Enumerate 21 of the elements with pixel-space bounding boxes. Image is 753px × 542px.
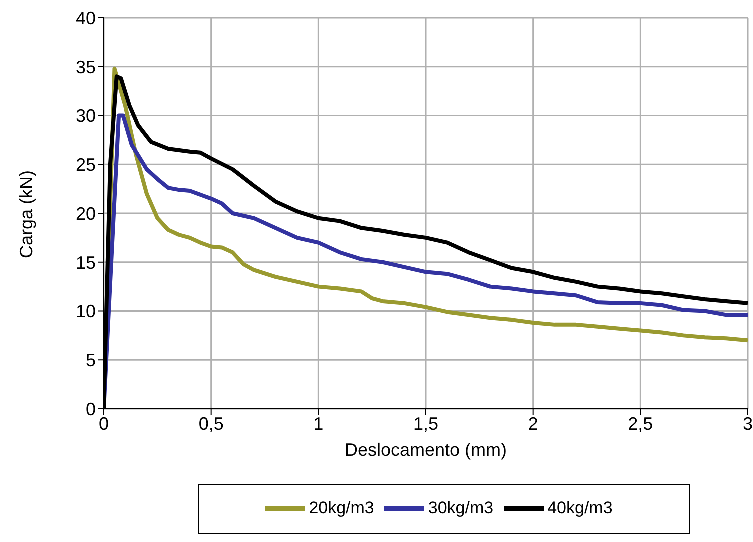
legend-label: 30kg/m3 <box>428 498 494 518</box>
y-tick-label: 10 <box>76 302 96 322</box>
x-tick-label: 0 <box>98 414 110 434</box>
y-axis-title: Carga (kN) <box>16 170 36 258</box>
legend-label: 40kg/m3 <box>548 498 613 518</box>
y-tick-label: 20 <box>76 204 96 224</box>
x-tick-label: 2 <box>528 414 538 434</box>
x-tick-label: 3 <box>742 414 753 434</box>
y-tick-label: 25 <box>76 155 96 176</box>
x-axis-title: Deslocamento (mm) <box>344 440 508 460</box>
legend-label: 20kg/m3 <box>309 498 374 518</box>
y-tick-label: 30 <box>76 106 96 126</box>
x-tick-label: 0,5 <box>198 414 224 434</box>
y-tick-label: 40 <box>76 8 96 28</box>
y-tick-label: 35 <box>76 57 96 78</box>
y-tick-label: 5 <box>86 350 96 371</box>
x-tick-label: 2,5 <box>628 414 654 434</box>
y-tick-label: 0 <box>86 399 96 420</box>
x-tick-label: 1 <box>314 414 324 434</box>
y-tick-label: 15 <box>76 252 96 273</box>
x-tick-label: 1,5 <box>413 414 439 434</box>
